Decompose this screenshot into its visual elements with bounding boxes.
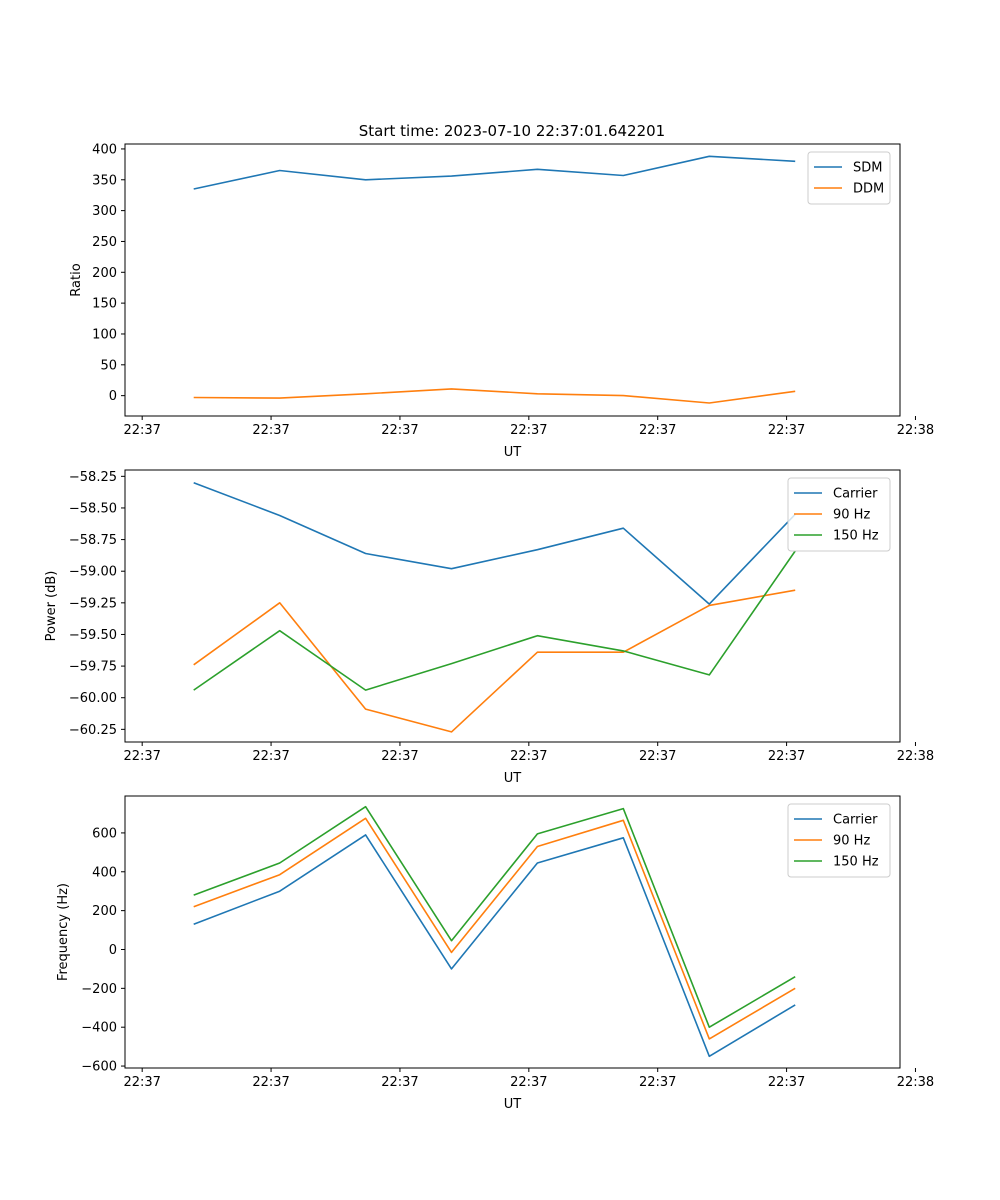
chart-3: 22:37 22:37 22:37 22:37 22:37 22:37 22:38 600 40… bbox=[56, 795, 934, 1112]
y-tick-label: −59.00 bbox=[69, 565, 117, 580]
series-line-carrier bbox=[193, 481, 796, 605]
x-tick-label: 22:37 bbox=[510, 423, 547, 438]
x-axis-label: UT bbox=[504, 771, 522, 786]
chart-2: 22:37 22:37 22:37 22:37 22:37 22:37 22:38 −58.2… bbox=[44, 469, 934, 786]
y-tick-label: −600 bbox=[81, 1060, 117, 1075]
legend-label: Carrier bbox=[833, 813, 878, 828]
y-tick-label: 300 bbox=[92, 204, 117, 219]
x-tick-label: 22:38 bbox=[897, 423, 934, 438]
series-line-150-hz bbox=[193, 805, 796, 1028]
legend-box bbox=[787, 803, 891, 878]
y-tick-label: −60.00 bbox=[69, 691, 117, 706]
y-tick-label: 250 bbox=[92, 235, 117, 250]
x-tick-label: 22:37 bbox=[252, 423, 289, 438]
y-tick-label: 0 bbox=[109, 389, 117, 404]
legend-label: Carrier bbox=[833, 487, 878, 502]
legend-label: 90 Hz bbox=[833, 834, 870, 849]
y-tick-label: 400 bbox=[92, 142, 117, 157]
x-tick-label: 22:38 bbox=[897, 1075, 934, 1090]
legend-label: SDM bbox=[853, 161, 882, 176]
y-axis-label: Ratio bbox=[69, 263, 84, 296]
series-line-sdm bbox=[193, 155, 796, 190]
legend-label: 150 Hz bbox=[833, 855, 879, 870]
y-tick-label: 100 bbox=[92, 327, 117, 342]
x-tick-label: 22:37 bbox=[639, 749, 676, 764]
chart-1: 22:37 22:37 22:37 22:37 22:37 22:37 22:38 0 50 10… bbox=[69, 142, 934, 460]
y-tick-label: 600 bbox=[92, 826, 117, 841]
series-line-90-hz bbox=[193, 589, 796, 733]
x-tick-label: 22:37 bbox=[639, 423, 676, 438]
series-line-carrier bbox=[193, 834, 796, 1058]
y-tick-label: 350 bbox=[92, 173, 117, 188]
y-tick-label: −59.50 bbox=[69, 628, 117, 643]
x-tick-label: 22:37 bbox=[123, 749, 160, 764]
legend-box bbox=[787, 477, 891, 552]
x-tick-label: 22:37 bbox=[639, 1075, 676, 1090]
y-tick-label: −58.75 bbox=[69, 533, 117, 548]
y-tick-label: −200 bbox=[81, 982, 117, 997]
y-tick-label: −58.50 bbox=[69, 501, 117, 516]
y-tick-label: 200 bbox=[92, 266, 117, 281]
series-line-ddm bbox=[193, 388, 796, 404]
x-tick-label: 22:37 bbox=[381, 423, 418, 438]
x-axis-label: UT bbox=[504, 445, 522, 460]
x-tick-label: 22:37 bbox=[768, 1075, 805, 1090]
y-tick-label: −58.25 bbox=[69, 470, 117, 485]
y-axis-label: Power (dB) bbox=[44, 571, 59, 642]
x-tick-label: 22:37 bbox=[510, 749, 547, 764]
series-line-90-hz bbox=[193, 817, 796, 1040]
x-tick-label: 22:37 bbox=[768, 423, 805, 438]
legend: SDM DDM bbox=[807, 151, 891, 205]
x-tick-label: 22:37 bbox=[768, 749, 805, 764]
x-axis-label: UT bbox=[504, 1097, 522, 1112]
x-tick-label: 22:38 bbox=[897, 749, 934, 764]
legend-label: DDM bbox=[853, 182, 884, 197]
x-tick-label: 22:37 bbox=[381, 1075, 418, 1090]
y-tick-label: 150 bbox=[92, 297, 117, 312]
series-line-150-hz bbox=[193, 550, 796, 691]
x-tick-label: 22:37 bbox=[510, 1075, 547, 1090]
x-tick-label: 22:37 bbox=[252, 1075, 289, 1090]
x-tick-label: 22:37 bbox=[123, 1075, 160, 1090]
y-tick-label: 50 bbox=[100, 358, 117, 373]
x-tick-label: 22:37 bbox=[252, 749, 289, 764]
y-tick-label: −400 bbox=[81, 1021, 117, 1036]
legend-label: 150 Hz bbox=[833, 529, 879, 544]
x-tick-label: 22:37 bbox=[123, 423, 160, 438]
axes-frame bbox=[124, 469, 901, 743]
legend: Carrier 90 Hz 150 Hz bbox=[787, 803, 891, 878]
y-tick-label: 200 bbox=[92, 904, 117, 919]
axes-frame bbox=[124, 795, 901, 1069]
y-tick-label: 400 bbox=[92, 865, 117, 880]
legend: Carrier 90 Hz 150 Hz bbox=[787, 477, 891, 552]
charts-container: 22:37 22:37 22:37 22:37 22:37 22:37 22:38 0 50 10… bbox=[44, 142, 934, 1112]
axes-frame bbox=[124, 143, 901, 417]
x-tick-label: 22:37 bbox=[381, 749, 418, 764]
y-tick-label: 0 bbox=[109, 943, 117, 958]
y-axis-label: Frequency (Hz) bbox=[56, 883, 71, 981]
y-tick-label: −60.25 bbox=[69, 723, 117, 738]
legend-label: 90 Hz bbox=[833, 508, 870, 523]
legend-box bbox=[807, 151, 891, 205]
y-tick-label: −59.75 bbox=[69, 660, 117, 675]
figure-title: Start time: 2023-07-10 22:37:01.642201 bbox=[359, 122, 665, 140]
y-tick-label: −59.25 bbox=[69, 596, 117, 611]
